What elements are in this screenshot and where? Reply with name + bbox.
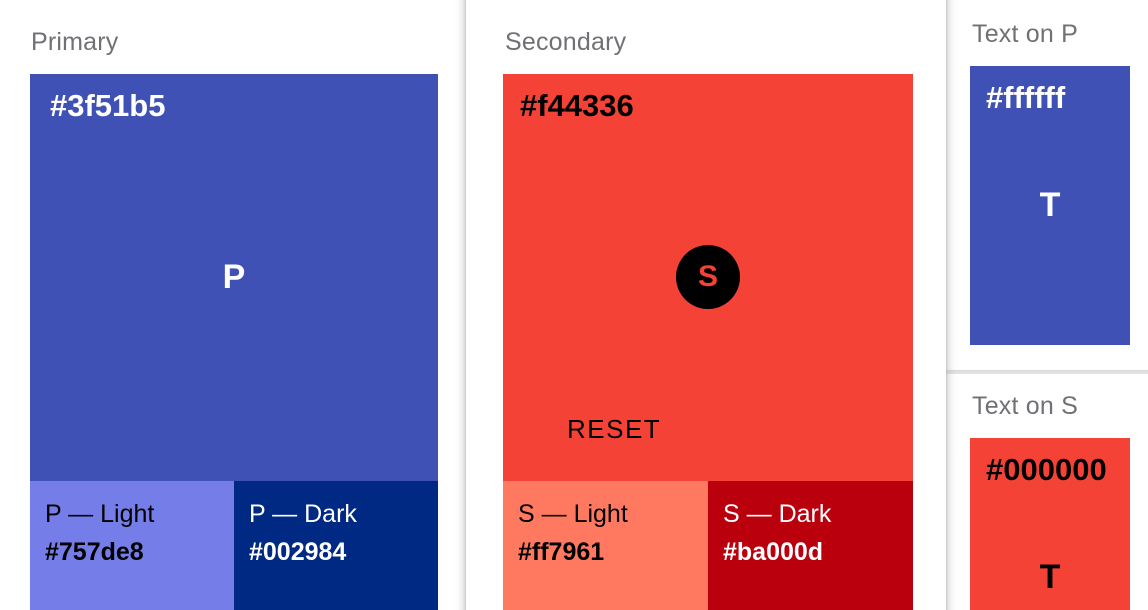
text-on-secondary-hex: #000000 (986, 452, 1107, 487)
primary-section-label: Primary (31, 28, 119, 56)
secondary-hex-label: #f44336 (520, 88, 634, 123)
primary-dark-swatch: P — Dark #002984 (234, 481, 438, 610)
primary-dark-hex: #002984 (249, 538, 347, 566)
primary-letter: P (222, 258, 246, 296)
text-on-primary-swatch: #ffffff T (970, 66, 1130, 345)
secondary-dark-hex: #ba000d (723, 538, 824, 566)
text-on-secondary-label: Text on S (972, 392, 1079, 420)
secondary-light-label: S — Light (518, 500, 628, 528)
primary-main-swatch: #3f51b5 P (30, 74, 438, 481)
primary-hex-label: #3f51b5 (50, 88, 166, 123)
secondary-letter: S (697, 260, 718, 293)
text-on-secondary-swatch: #000000 T (970, 438, 1130, 610)
secondary-light-swatch: S — Light #ff7961 (503, 481, 708, 610)
secondary-avatar: S (676, 245, 740, 309)
secondary-section-label: Secondary (505, 28, 627, 56)
primary-dark-label: P — Dark (249, 500, 357, 528)
secondary-dark-label: S — Dark (723, 500, 832, 528)
primary-light-label: P — Light (45, 500, 155, 528)
primary-light-swatch: P — Light #757de8 (30, 481, 234, 610)
secondary-dark-swatch: S — Dark #ba000d (708, 481, 913, 610)
text-on-primary-hex: #ffffff (986, 80, 1066, 115)
text-on-primary-letter: T (1039, 186, 1061, 224)
text-on-primary-label: Text on P (972, 20, 1079, 48)
reset-button[interactable]: RESET (551, 404, 677, 455)
secondary-light-hex: #ff7961 (518, 538, 605, 566)
secondary-main-swatch: #f44336 S RESET (503, 74, 913, 481)
primary-light-hex: #757de8 (45, 538, 144, 566)
text-on-secondary-letter: T (1039, 558, 1061, 596)
